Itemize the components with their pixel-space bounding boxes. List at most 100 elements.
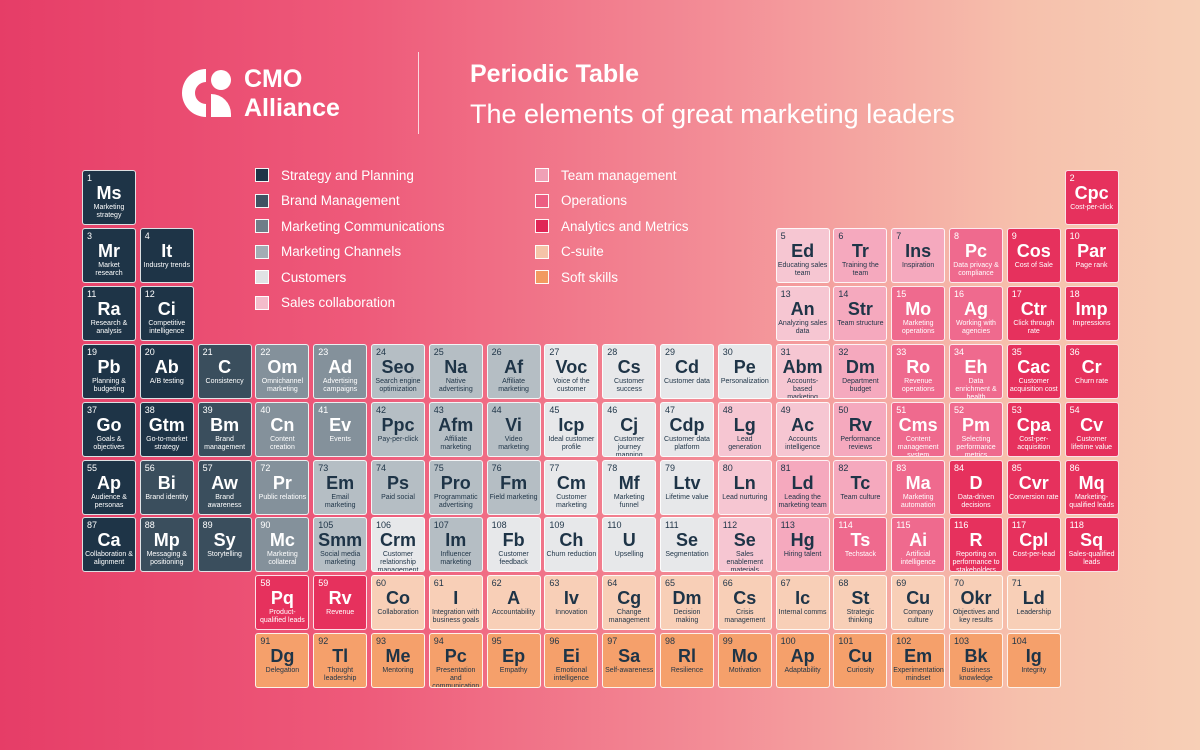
- element-name: Curiosity: [846, 667, 874, 675]
- element-symbol: Ab: [154, 356, 179, 377]
- element-symbol: Se: [733, 530, 756, 551]
- element-name: Customer lifetime value: [1071, 435, 1113, 451]
- element-name: Adaptability: [784, 667, 821, 675]
- element-symbol: Okr: [960, 588, 992, 609]
- element-symbol: Sq: [1080, 530, 1104, 551]
- element-cell: 64 Cg Change management: [602, 575, 657, 631]
- element-name: Impressions: [1072, 319, 1111, 327]
- element-name: Integration with business goals: [432, 609, 480, 625]
- element-cell: 75 Pro Programmatic advertising: [428, 459, 483, 515]
- element-name: Competitive intelligence: [148, 319, 186, 335]
- element-symbol: Afm: [438, 414, 474, 435]
- element-name: Collaboration & alignment: [85, 551, 133, 567]
- element-name: Advertising campaigns: [322, 377, 358, 393]
- legend-item: Team management: [535, 165, 677, 185]
- element-number: 50: [838, 404, 849, 415]
- element-number: 59: [318, 578, 329, 589]
- element-number: 16: [954, 288, 965, 299]
- element-name: Customer data: [664, 377, 710, 385]
- element-symbol: Ms: [96, 183, 122, 203]
- element-cell: 29 Cd Customer data: [660, 343, 714, 399]
- element-symbol: Ed: [791, 240, 815, 261]
- element-name: Pay-per-click: [377, 435, 419, 443]
- element-number: 21: [202, 346, 213, 357]
- element-symbol: Ag: [964, 298, 988, 319]
- legend-item: Soft skills: [535, 267, 618, 287]
- element-cell: 97 Sa Self-awareness: [602, 633, 657, 689]
- element-number: 72: [260, 462, 271, 473]
- element-number: 64: [607, 578, 618, 589]
- element-cell: 79 Ltv Lifetime value: [660, 459, 714, 515]
- element-name: Lifetime value: [665, 493, 709, 501]
- element-name: Field marketing: [489, 493, 538, 501]
- element-symbol: Ppc: [381, 414, 415, 435]
- element-number: 3: [87, 230, 93, 241]
- element-name: Decision making: [673, 609, 701, 625]
- legend-swatch: [255, 219, 269, 233]
- element-symbol: Cr: [1081, 356, 1102, 377]
- element-cell: 57 Aw Brand awareness: [197, 459, 252, 515]
- element-name: Hiring talent: [783, 551, 822, 559]
- element-number: 110: [607, 520, 622, 531]
- element-number: 33: [896, 346, 907, 357]
- element-name: Lead generation: [728, 435, 762, 451]
- element-number: 46: [607, 404, 618, 415]
- element-symbol: Em: [326, 472, 355, 493]
- element-number: 60: [376, 578, 387, 589]
- element-cell: 38 Gtm Go-to-market strategy: [139, 401, 194, 457]
- element-symbol: Crm: [379, 530, 416, 551]
- element-number: 55: [87, 462, 98, 473]
- element-number: 41: [318, 404, 329, 415]
- header-divider: [418, 52, 419, 134]
- element-name: Educating sales team: [777, 261, 828, 277]
- element-symbol: Mq: [1078, 472, 1105, 493]
- element-symbol: Pm: [961, 414, 990, 435]
- element-symbol: Cpc: [1074, 183, 1109, 203]
- element-symbol: Mp: [153, 530, 180, 551]
- element-symbol: Im: [445, 530, 467, 551]
- element-cell: 117 Cpl Cost-per-lead: [1006, 517, 1061, 573]
- element-number: 104: [1011, 636, 1027, 647]
- element-number: 87: [87, 520, 98, 531]
- element-name: Presentation and communication: [432, 667, 480, 689]
- element-name: Events: [329, 435, 351, 443]
- element-cell: 115 Ai Artificial intelligence: [891, 517, 946, 573]
- element-cell: 105 Smm Social media marketing: [313, 517, 368, 573]
- element-name: Churn rate: [1075, 377, 1109, 385]
- element-cell: 78 Mf Marketing funnel: [602, 459, 657, 515]
- element-cell: 27 Voc Voice of the customer: [544, 343, 599, 399]
- element-number: 4: [144, 230, 150, 241]
- element-symbol: Eh: [964, 356, 988, 377]
- element-cell: 114 Ts Techstack: [833, 517, 888, 573]
- legend-swatch: [535, 193, 549, 208]
- legend-label: C-suite: [561, 244, 604, 259]
- element-symbol: Ro: [906, 356, 931, 377]
- element-symbol: An: [790, 298, 815, 319]
- element-cell: 13 An Analyzing sales data: [775, 285, 830, 341]
- element-number: 117: [1011, 520, 1027, 531]
- element-symbol: Ic: [795, 588, 811, 609]
- brand-name-line1: CMO: [244, 65, 303, 93]
- element-number: 118: [1069, 520, 1084, 531]
- element-number: 23: [318, 346, 329, 357]
- element-number: 75: [433, 462, 444, 473]
- element-cell: 12 Ci Competitive intelligence: [139, 285, 194, 341]
- element-name: A/B testing: [149, 377, 184, 385]
- element-number: 13: [780, 288, 791, 299]
- legend-item: Strategy and Planning: [255, 165, 414, 185]
- element-name: Affiliate marketing: [440, 435, 472, 451]
- element-number: 22: [260, 346, 271, 357]
- element-cell: 17 Ctr Click through rate: [1006, 285, 1061, 341]
- element-symbol: Vi: [505, 414, 522, 435]
- element-symbol: Bm: [210, 414, 240, 435]
- element-cell: 110 U Upselling: [602, 517, 657, 573]
- element-number: 19: [87, 346, 98, 357]
- element-cell: 109 Ch Churn reduction: [544, 517, 599, 573]
- element-number: 26: [491, 346, 502, 357]
- element-symbol: Me: [385, 646, 411, 667]
- element-name: Leadership: [1016, 609, 1052, 617]
- element-symbol: Ev: [329, 414, 352, 435]
- element-symbol: R: [969, 530, 983, 551]
- element-cell: 100 Ap Adaptability: [775, 633, 830, 689]
- element-name: Omnichannel marketing: [261, 377, 304, 393]
